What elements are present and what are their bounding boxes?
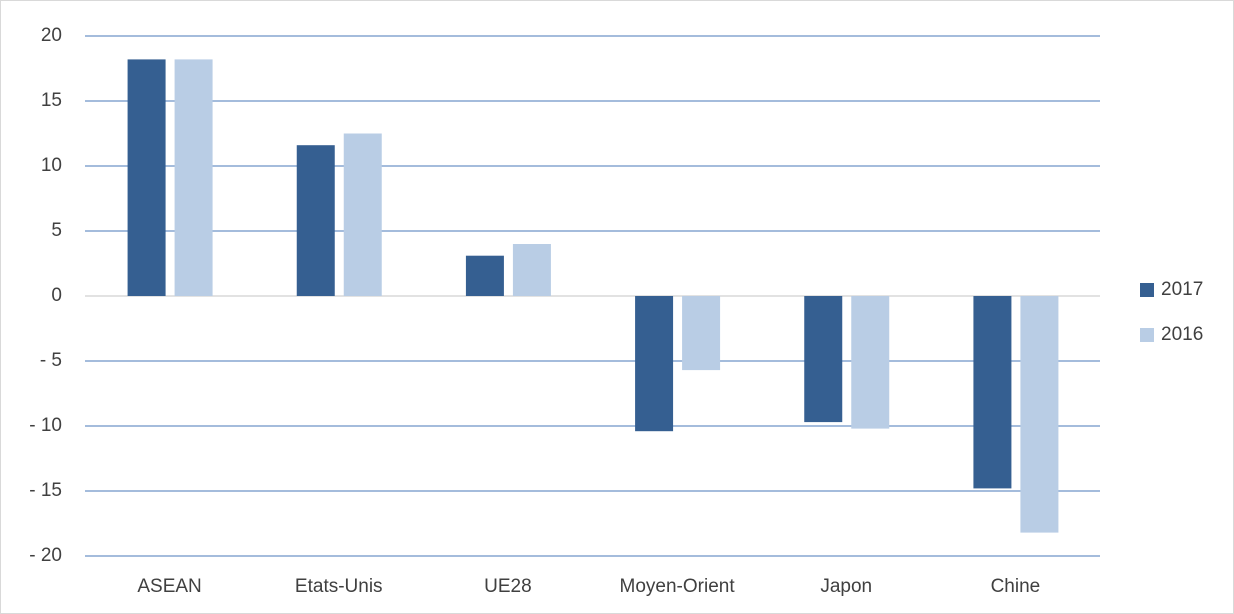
x-tick-label: ASEAN <box>137 576 201 597</box>
bar <box>1020 296 1059 533</box>
y-tick-label: 5 <box>51 220 62 241</box>
y-tick-label: - 15 <box>29 480 62 501</box>
y-tick-label: - 5 <box>40 350 62 371</box>
bar <box>635 296 674 432</box>
bar <box>682 296 721 371</box>
bar <box>973 296 1012 489</box>
y-tick-label: 10 <box>41 155 62 176</box>
bar <box>174 59 213 297</box>
legend-swatch <box>1140 283 1154 297</box>
legend-swatch <box>1140 328 1154 342</box>
x-tick-label: UE28 <box>484 576 532 597</box>
bar <box>127 59 166 297</box>
bar <box>465 255 504 296</box>
bar <box>804 296 843 423</box>
y-tick-label: 15 <box>41 90 62 111</box>
x-tick-label: Moyen-Orient <box>620 576 736 597</box>
legend-label: 2016 <box>1161 324 1203 345</box>
bar <box>343 133 382 296</box>
y-tick-label: 20 <box>41 25 62 46</box>
legend-label: 2017 <box>1161 279 1203 300</box>
bar <box>296 145 335 296</box>
bar <box>512 244 551 296</box>
bar <box>851 296 890 429</box>
x-tick-label: Japon <box>820 576 872 597</box>
y-tick-label: - 10 <box>29 415 62 436</box>
x-tick-label: Etats-Unis <box>295 576 383 597</box>
y-tick-label: - 20 <box>29 545 62 566</box>
x-tick-label: Chine <box>991 576 1041 597</box>
y-tick-label: 0 <box>51 285 62 306</box>
